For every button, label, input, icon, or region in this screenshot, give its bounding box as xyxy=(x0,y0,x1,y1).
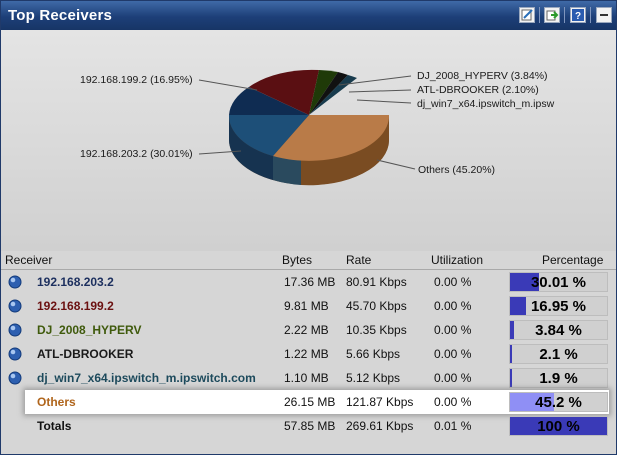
utilization-value: 0.00 % xyxy=(434,323,472,337)
percentage-bar: 16.95 % xyxy=(509,296,608,316)
percentage-bar: 1.9 % xyxy=(509,368,608,388)
percentage-value: 45.2 % xyxy=(535,394,582,411)
column-header-rate[interactable]: Rate xyxy=(346,253,372,267)
rate-value: 269.61 Kbps xyxy=(346,419,414,433)
bytes-value: 57.85 MB xyxy=(284,419,336,433)
utilization-value: 0.00 % xyxy=(434,395,472,409)
percentage-bar-fill xyxy=(510,369,512,387)
percentage-value: 30.01 % xyxy=(530,274,587,291)
help-icon[interactable]: ? xyxy=(570,7,586,23)
percentage-bar-fill xyxy=(510,345,513,363)
pie-slice-others xyxy=(273,115,390,161)
percentage-value: 16.95 % xyxy=(530,298,587,315)
utilization-value: 0.00 % xyxy=(434,371,472,385)
percentage-bar: 2.1 % xyxy=(509,344,608,364)
receiver-name[interactable]: ATL-DBROOKER xyxy=(37,347,134,361)
host-globe-icon xyxy=(8,299,22,313)
table-row[interactable]: Others 26.15 MB 121.87 Kbps 0.00 % 45.2 % xyxy=(25,390,609,414)
bytes-value: 9.81 MB xyxy=(284,299,329,313)
rate-value: 5.66 Kbps xyxy=(346,347,401,361)
pie-slice-203-side xyxy=(228,115,273,180)
percentage-bar-fill xyxy=(510,297,527,315)
utilization-value: 0.00 % xyxy=(434,275,472,289)
host-globe-icon xyxy=(8,371,22,385)
totals-row: Totals 57.85 MB 269.61 Kbps 0.01 % 100 % xyxy=(1,414,616,438)
table-row[interactable]: dj_win7_x64.ipswitch_m.ipswitch.com 1.10 … xyxy=(1,366,616,390)
pie-label-win7: dj_win7_x64.ipswitch_m.ipsw xyxy=(417,98,555,110)
receiver-name[interactable]: 192.168.203.2 xyxy=(37,275,114,289)
percentage-bar: 45.2 % xyxy=(509,392,608,412)
rate-value: 45.70 Kbps xyxy=(346,299,407,313)
toolbar-divider xyxy=(590,7,591,23)
percentage-value: 3.84 % xyxy=(535,322,582,339)
percentage-value: 2.1 % xyxy=(539,346,578,363)
receiver-name[interactable]: 192.168.199.2 xyxy=(37,299,114,313)
toolbar-divider xyxy=(564,7,565,23)
pie-label-atl: ATL-DBROOKER (2.10%) xyxy=(417,84,539,96)
column-header-receiver[interactable]: Receiver xyxy=(5,253,53,267)
table-row[interactable]: DJ_2008_HYPERV 2.22 MB 10.35 Kbps 0.00 % 3.8… xyxy=(1,318,616,342)
column-header-bytes[interactable]: Bytes xyxy=(282,253,313,267)
percentage-bar: 30.01 % xyxy=(509,272,608,292)
bytes-value: 2.22 MB xyxy=(284,323,329,337)
pie-slice-win7 xyxy=(309,75,357,115)
pie-slice-atl xyxy=(309,72,348,115)
table-row[interactable]: 192.168.199.2 9.81 MB 45.70 Kbps 0.00 % 16.9… xyxy=(1,294,616,318)
title-bar: Top Receivers ? xyxy=(1,1,616,30)
rate-value: 80.91 Kbps xyxy=(346,275,407,289)
pie-slice-hyperv xyxy=(309,70,338,115)
pie-label-hyperv: DJ_2008_HYPERV (3.84%) xyxy=(417,70,548,82)
minimize-icon[interactable] xyxy=(596,7,612,23)
host-globe-icon xyxy=(8,275,22,289)
percentage-bar-fill xyxy=(510,417,607,435)
window-title: Top Receivers xyxy=(8,7,113,24)
rate-value: 5.12 Kbps xyxy=(346,371,401,385)
receiver-name[interactable]: Others xyxy=(37,395,76,409)
rate-value: 10.35 Kbps xyxy=(346,323,407,337)
pie-slice-199 xyxy=(249,69,319,115)
column-header-utilization[interactable]: Utilization xyxy=(431,253,484,267)
percentage-bar: 100 % xyxy=(509,416,608,436)
percentage-value: 100 % xyxy=(537,418,580,435)
utilization-value: 0.01 % xyxy=(434,419,472,433)
pie-chart-area: 192.168.199.2 (16.95%) DJ_2008_HYPERV (3… xyxy=(1,30,616,251)
table-row[interactable]: ATL-DBROOKER 1.22 MB 5.66 Kbps 0.00 % 2.1 % xyxy=(1,342,616,366)
receivers-table: Receiver Bytes Rate Utilization Percenta… xyxy=(1,251,616,454)
table-row[interactable]: 192.168.203.2 17.36 MB 80.91 Kbps 0.00 % 30.… xyxy=(1,270,616,294)
percentage-bar-fill xyxy=(510,393,554,411)
percentage-value: 1.9 % xyxy=(539,370,578,387)
percentage-bar: 3.84 % xyxy=(509,320,608,340)
pie-chart: 192.168.199.2 (16.95%) DJ_2008_HYPERV (3… xyxy=(80,69,555,186)
pie-label-199: 192.168.199.2 (16.95%) xyxy=(80,74,193,86)
bytes-value: 17.36 MB xyxy=(284,275,336,289)
utilization-value: 0.00 % xyxy=(434,299,472,313)
table-header: Receiver Bytes Rate Utilization Percenta… xyxy=(1,251,616,270)
bytes-value: 1.10 MB xyxy=(284,371,329,385)
toolbar-divider xyxy=(539,7,540,23)
receiver-name[interactable]: dj_win7_x64.ipswitch_m.ipswitch.com xyxy=(37,371,256,385)
host-globe-icon xyxy=(8,347,22,361)
receiver-name[interactable]: DJ_2008_HYPERV xyxy=(37,323,142,337)
pie-slice-203 xyxy=(228,115,309,156)
column-header-percentage[interactable]: Percentage xyxy=(542,253,604,267)
utilization-value: 0.00 % xyxy=(434,347,472,361)
pie-slice-others-side xyxy=(301,115,390,186)
host-globe-icon xyxy=(8,323,22,337)
export-icon[interactable] xyxy=(544,7,560,23)
svg-text:?: ? xyxy=(575,11,581,22)
pie-slice-203-top xyxy=(229,87,309,115)
percentage-bar-fill xyxy=(510,273,540,291)
edit-icon[interactable] xyxy=(519,7,535,23)
receiver-name: Totals xyxy=(37,419,72,433)
bytes-value: 1.22 MB xyxy=(284,347,329,361)
pie-label-others: Others (45.20%) xyxy=(418,164,495,176)
rate-value: 121.87 Kbps xyxy=(346,395,414,409)
pie-label-203: 192.168.203.2 (30.01%) xyxy=(80,148,193,160)
percentage-bar-fill xyxy=(510,321,514,339)
bytes-value: 26.15 MB xyxy=(284,395,336,409)
